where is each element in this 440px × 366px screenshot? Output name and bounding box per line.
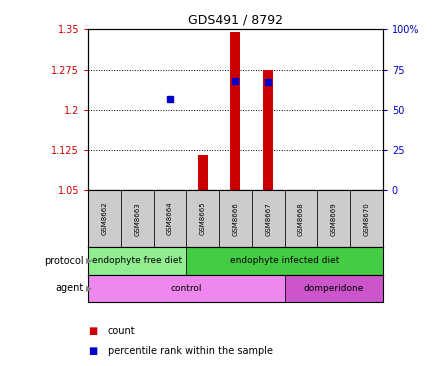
Text: protocol: protocol — [44, 256, 84, 266]
Bar — [219, 190, 252, 247]
Text: control: control — [171, 284, 202, 293]
Bar — [88, 247, 186, 274]
Bar — [231, 32, 240, 190]
Text: count: count — [108, 326, 136, 336]
Text: endophyte free diet: endophyte free diet — [92, 256, 182, 265]
Bar — [154, 190, 186, 247]
Text: GSM8669: GSM8669 — [331, 202, 337, 236]
Bar — [88, 190, 121, 247]
Title: GDS491 / 8792: GDS491 / 8792 — [188, 14, 283, 27]
Text: GSM8664: GSM8664 — [167, 202, 173, 235]
Text: ▶: ▶ — [86, 256, 92, 265]
Text: GSM8668: GSM8668 — [298, 202, 304, 236]
Text: GSM8665: GSM8665 — [200, 202, 205, 235]
Text: GSM8663: GSM8663 — [134, 202, 140, 236]
Text: ■: ■ — [88, 346, 97, 356]
Text: percentile rank within the sample: percentile rank within the sample — [108, 346, 273, 356]
Bar — [88, 274, 285, 302]
Text: GSM8667: GSM8667 — [265, 202, 271, 236]
Bar — [198, 156, 208, 190]
Text: GSM8666: GSM8666 — [232, 202, 238, 236]
Bar — [317, 190, 350, 247]
Text: ■: ■ — [88, 326, 97, 336]
Text: domperidone: domperidone — [304, 284, 364, 293]
Bar — [285, 190, 317, 247]
Bar — [121, 190, 154, 247]
Bar — [285, 274, 383, 302]
Text: ▶: ▶ — [86, 284, 92, 293]
Bar — [263, 70, 273, 190]
Text: endophyte infected diet: endophyte infected diet — [230, 256, 339, 265]
Bar — [186, 190, 219, 247]
Bar — [350, 190, 383, 247]
Bar — [186, 247, 383, 274]
Bar — [252, 190, 285, 247]
Text: GSM8670: GSM8670 — [363, 202, 370, 236]
Text: agent: agent — [55, 283, 84, 293]
Text: GSM8662: GSM8662 — [101, 202, 107, 235]
